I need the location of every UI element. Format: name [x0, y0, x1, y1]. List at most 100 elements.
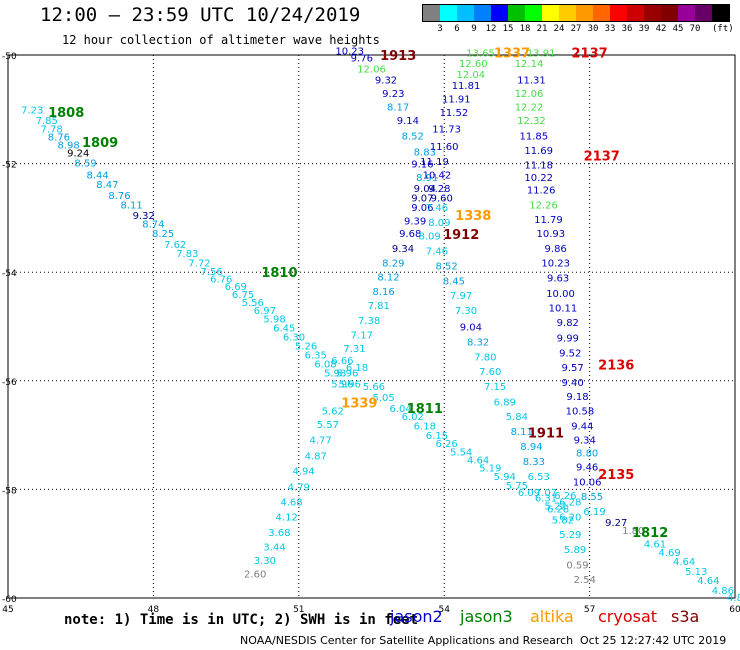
pass-time-label: 1911 [528, 426, 564, 441]
pass-time-label: 2136 [598, 359, 634, 374]
wave-height-value: 12.14 [515, 59, 544, 70]
wave-height-value: 5.57 [317, 420, 339, 431]
wave-height-value: 9.27 [605, 518, 627, 529]
wave-height-value: 6.66 [331, 356, 353, 367]
page-subtitle: 12 hour collection of altimeter wave hei… [62, 33, 380, 47]
wave-height-value: 9.39 [404, 217, 426, 228]
wave-height-value: 6.26 [554, 491, 576, 502]
wave-height-value: 6.04 [389, 404, 411, 415]
legend-item-cryosat: cryosat [598, 607, 658, 626]
pass-time-label: 1337 [494, 46, 530, 61]
pass-time-label: 1809 [82, 136, 118, 151]
wave-height-value: 9.40 [562, 378, 584, 389]
wave-height-value: 7.56 [200, 267, 222, 278]
wave-height-value: 2.60 [244, 570, 266, 581]
wave-height-value: 8.29 [382, 258, 404, 269]
wave-height-value: 7.62 [164, 240, 186, 251]
wave-height-value: 9.63 [547, 274, 569, 285]
wave-height-value: 5.84 [506, 412, 528, 423]
wave-height-value: 7.30 [455, 306, 477, 317]
color-scale-bar [422, 4, 730, 22]
wave-height-value: 9.04 [414, 184, 436, 195]
wave-height-value: 6.02 [402, 412, 424, 423]
credit-line: NOAA/NESDIS Center for Satellite Applica… [240, 634, 574, 647]
wave-height-value: 6.76 [210, 275, 232, 286]
wave-height-value: 6.28 [547, 504, 569, 515]
wave-height-value: 8.91 [416, 173, 438, 184]
color-swatch [610, 5, 627, 21]
wave-height-value: 5.26 [295, 342, 317, 353]
wave-height-value: 8.11 [120, 200, 142, 211]
wave-height-value: 3.68 [268, 528, 290, 539]
color-swatch [695, 5, 712, 21]
wave-height-value: 9.34 [392, 244, 414, 255]
pass-time-label: 1811 [407, 402, 443, 417]
wave-height-value: 6.30 [283, 332, 305, 343]
wave-height-value: 10.06 [573, 477, 602, 488]
wave-height-value: 9.28 [428, 184, 450, 195]
wave-height-value: 8.80 [576, 448, 598, 459]
color-swatch [474, 5, 491, 21]
wave-height-value: 1.80 [622, 526, 644, 537]
wave-height-value: 8.76 [48, 132, 70, 143]
color-scale-label: 70 [689, 24, 701, 34]
color-swatch [712, 5, 729, 21]
wave-height-value: 10.58 [566, 407, 595, 418]
wave-height-value: 9.23 [382, 89, 404, 100]
color-scale-label: 39 [638, 24, 650, 34]
wave-height-value: 10.23 [335, 47, 364, 58]
wave-height-value: 7.83 [176, 249, 198, 260]
legend-item-jason2: jason2 [390, 607, 443, 626]
wave-height-value: 10.42 [423, 170, 452, 181]
wave-height-value: 12.22 [515, 103, 544, 114]
wave-height-value: 9.24 [67, 149, 89, 160]
legend-item-altika: altika [530, 607, 574, 626]
color-scale-label: 30 [587, 24, 599, 34]
wave-height-value: 11.31 [517, 75, 546, 86]
wave-height-value: 8.94 [520, 442, 542, 453]
lat-tick-label: -60 [2, 595, 17, 605]
lon-tick-label: 54 [438, 605, 450, 615]
wave-height-value: 9.18 [566, 392, 588, 403]
wave-height-value: 9.32 [375, 75, 397, 86]
lat-tick-label: -54 [2, 269, 17, 279]
wave-height-value: 7.15 [484, 382, 506, 393]
color-swatch [440, 5, 457, 21]
color-scale-label: 21 [536, 24, 548, 34]
wave-height-value: 9.57 [562, 363, 584, 374]
wave-height-value: 8.59 [74, 159, 96, 170]
wave-height-value: 5.82 [552, 515, 574, 526]
wave-height-value: 8.83 [414, 148, 436, 159]
wave-height-value: 6.09 [518, 488, 540, 499]
wave-height-value: 11.52 [440, 108, 469, 119]
wave-height-value: 11.73 [432, 124, 461, 135]
wave-height-value: 5.96 [331, 380, 353, 391]
wave-height-value: 5.98 [263, 314, 285, 325]
wave-height-value: 7.46 [426, 203, 448, 214]
wave-height-value: 6.20 [559, 513, 581, 524]
wave-height-value: 9.32 [133, 211, 155, 222]
wave-height-value: 11.79 [534, 215, 563, 226]
wave-height-value: 5.29 [559, 530, 581, 541]
wave-height-value: 9.44 [571, 421, 593, 432]
wave-height-value: 8.45 [443, 276, 465, 287]
wave-height-value: 7.60 [479, 367, 501, 378]
wave-height-value: 6.35 [305, 351, 327, 362]
wave-height-value: 8.98 [57, 141, 79, 152]
wave-height-value: 9.76 [351, 54, 373, 65]
color-swatch [593, 5, 610, 21]
wave-height-value: 6.31 [535, 494, 557, 505]
wave-height-value: 6.26 [435, 439, 457, 450]
lon-tick-label: 48 [148, 605, 160, 615]
wave-height-value: 5.96 [336, 369, 358, 380]
wave-height-value: 8.55 [581, 492, 603, 503]
wave-height-value: 11.26 [527, 186, 556, 197]
wave-height-value: 4.64 [673, 557, 695, 568]
map-frame [7, 54, 736, 599]
wave-height-value: 6.75 [232, 290, 254, 301]
wave-height-value: 4.77 [309, 435, 331, 446]
color-scale-label: 15 [502, 24, 514, 34]
wave-height-value: 12.06 [357, 65, 386, 76]
wave-height-value: 9.06 [411, 203, 433, 214]
wave-height-value: 9.52 [559, 349, 581, 360]
